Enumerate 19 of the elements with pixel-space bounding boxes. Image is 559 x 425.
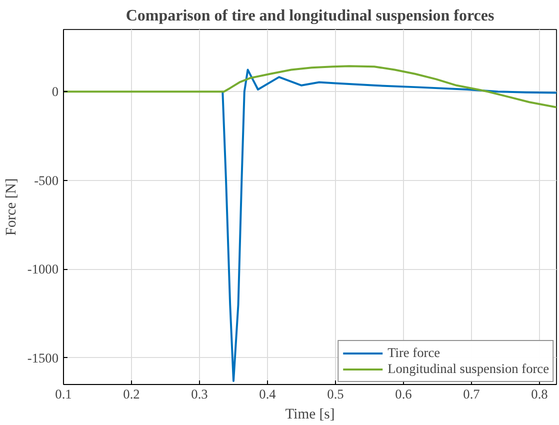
line-series xyxy=(222,68,556,382)
x-tick-label: 0.7 xyxy=(463,386,480,402)
chart-title: Comparison of tire and longitudinal suspension forces xyxy=(126,8,494,24)
y-tick-label: -500 xyxy=(34,172,59,188)
x-tick-label: 0.1 xyxy=(55,386,72,402)
x-axis-title: Time [s] xyxy=(285,406,335,422)
y-tick-label: -1500 xyxy=(27,350,59,366)
y-tick-label: 0 xyxy=(52,84,59,100)
y-tick-label: -1000 xyxy=(27,262,59,277)
x-tick-label: 0.2 xyxy=(123,386,140,402)
legend-label: Tire force xyxy=(388,345,440,361)
x-tick-label: 0.4 xyxy=(259,386,276,402)
y-axis-title: Force [N] xyxy=(3,178,20,236)
line-series xyxy=(64,65,556,108)
x-tick-label: 0.5 xyxy=(327,386,344,402)
x-tick-label: 0.6 xyxy=(395,386,412,402)
legend-label: Longitudinal suspension force xyxy=(388,361,549,377)
x-tick-label: 0.3 xyxy=(191,386,208,402)
x-tick-label: 0.8 xyxy=(531,386,548,402)
